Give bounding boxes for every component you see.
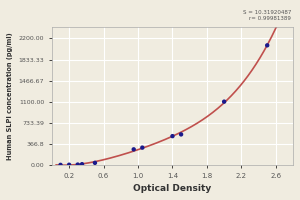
Text: S = 10.31920487
r= 0.99981389: S = 10.31920487 r= 0.99981389 — [243, 10, 291, 21]
Point — [170, 135, 175, 138]
Point — [58, 163, 63, 166]
Point — [179, 133, 184, 136]
Point — [222, 100, 226, 103]
Point — [80, 163, 84, 166]
Point — [93, 161, 98, 164]
Y-axis label: Human SLPI concentration (pg/ml): Human SLPI concentration (pg/ml) — [7, 32, 13, 160]
Point — [131, 148, 136, 151]
Point — [67, 163, 71, 166]
Point — [75, 163, 80, 166]
Point — [140, 146, 145, 149]
Point — [265, 44, 270, 47]
X-axis label: Optical Density: Optical Density — [133, 184, 211, 193]
